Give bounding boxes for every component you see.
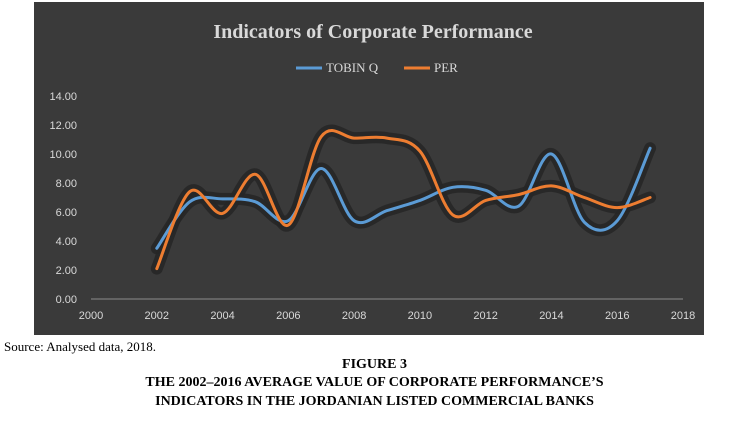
x-tick-label: 2002 (145, 310, 169, 322)
y-tick-label: 8.00 (56, 178, 77, 190)
x-tick-label: 2014 (539, 310, 563, 322)
y-tick-label: 12.00 (49, 120, 77, 132)
x-tick-label: 2010 (408, 310, 432, 322)
y-tick-label: 4.00 (56, 236, 77, 248)
y-tick-label: 0.00 (56, 294, 77, 306)
source-note: Source: Analysed data, 2018. (4, 339, 156, 354)
y-tick-label: 6.00 (56, 207, 77, 219)
x-tick-label: 2016 (605, 310, 629, 322)
series-line-1 (155, 129, 652, 271)
series-line-0 (155, 146, 652, 250)
x-tick-label: 2008 (342, 310, 366, 322)
chart-area: Indicators of Corporate Performance TOBI… (34, 2, 704, 335)
x-tick-label: 2004 (210, 310, 234, 322)
x-tick-label: 2006 (276, 310, 300, 322)
y-tick-label: 14.00 (49, 91, 77, 103)
y-tick-label: 2.00 (56, 265, 77, 277)
series-lines (155, 129, 652, 271)
axes: 2000 2002 2004 2006 2008 2010 2012 2014 2016 2018… (49, 91, 695, 322)
x-tick-label: 2018 (671, 310, 695, 322)
x-tick-label: 2012 (473, 310, 497, 322)
line-chart: Indicators of Corporate Performance TOBI… (49, 21, 695, 322)
chart-title: Indicators of Corporate Performance (213, 21, 532, 43)
x-tick-label: 2000 (79, 310, 103, 322)
figure-caption-line2: INDICATORS IN THE JORDANIAN LISTED COMME… (155, 394, 594, 409)
figure-caption-line1: THE 2002–2016 AVERAGE VALUE OF CORPORATE… (145, 375, 604, 390)
series (150, 124, 657, 275)
legend-label: TOBIN Q (326, 60, 379, 75)
y-tick-label: 10.00 (49, 149, 77, 161)
legend: TOBIN Q PER (296, 60, 458, 75)
legend-label: PER (434, 60, 458, 75)
figure-number: FIGURE 3 (342, 357, 407, 372)
